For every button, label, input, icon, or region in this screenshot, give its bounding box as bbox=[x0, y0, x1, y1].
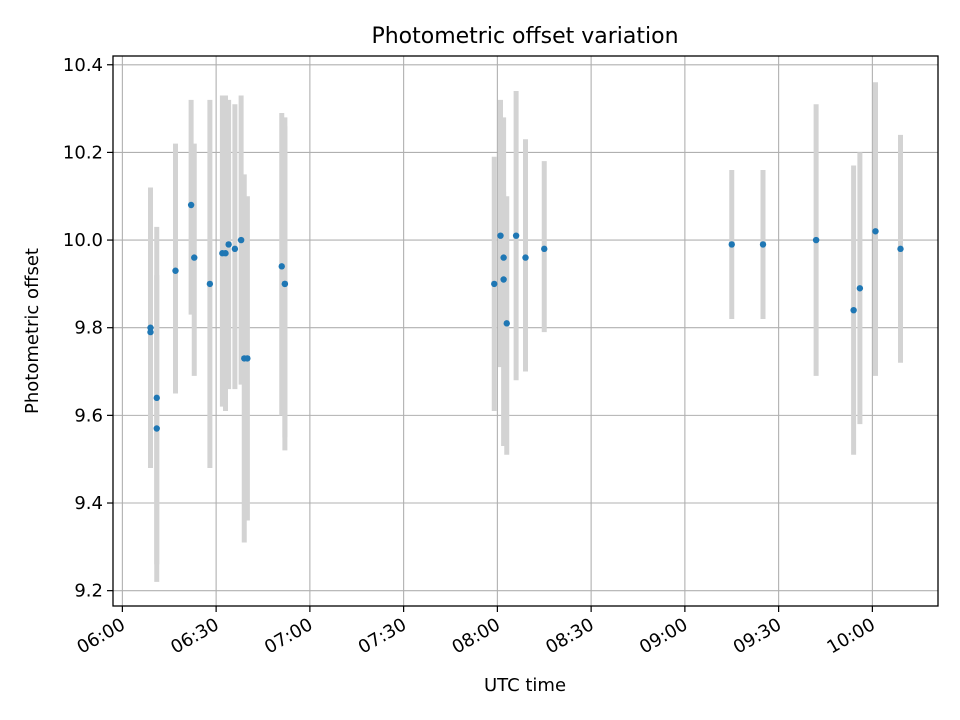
y-tick-label: 10.2 bbox=[63, 142, 103, 163]
x-axis-title: UTC time bbox=[484, 675, 566, 696]
data-point bbox=[278, 263, 285, 270]
data-point bbox=[500, 254, 507, 261]
data-point bbox=[500, 276, 507, 283]
data-point bbox=[206, 280, 214, 288]
data-point bbox=[497, 232, 504, 239]
data-point bbox=[147, 328, 154, 336]
y-tick-label: 9.2 bbox=[74, 581, 103, 602]
data-point bbox=[225, 241, 232, 248]
data-point bbox=[244, 355, 251, 362]
y-axis-ticks: 9.2 9.4 9.6 9.8 10.0 10.2 10.4 bbox=[63, 55, 113, 602]
y-tick-label: 9.8 bbox=[74, 318, 103, 339]
y-tick-label: 9.4 bbox=[74, 493, 103, 514]
y-tick-label: 9.6 bbox=[74, 405, 103, 426]
data-point bbox=[491, 280, 498, 288]
chart-title: Photometric offset variation bbox=[371, 24, 678, 49]
data-point bbox=[281, 280, 289, 288]
data-points bbox=[147, 201, 904, 432]
data-point bbox=[503, 320, 510, 327]
y-tick-label: 10.0 bbox=[63, 230, 103, 251]
data-point bbox=[222, 250, 229, 257]
data-point bbox=[147, 324, 154, 331]
data-point bbox=[850, 306, 857, 314]
data-point bbox=[153, 394, 160, 402]
data-point bbox=[856, 285, 864, 292]
y-tick-label: 10.4 bbox=[63, 55, 103, 76]
y-axis-title: Photometric offset bbox=[22, 248, 43, 414]
data-point bbox=[522, 254, 529, 261]
data-point bbox=[812, 236, 820, 244]
data-point bbox=[191, 254, 198, 261]
data-point bbox=[872, 228, 879, 235]
data-point bbox=[512, 232, 520, 239]
data-point bbox=[153, 425, 160, 432]
data-point bbox=[759, 241, 767, 248]
data-point bbox=[237, 236, 245, 244]
data-point bbox=[897, 245, 904, 253]
plot-frame bbox=[112, 55, 939, 607]
data-point bbox=[172, 267, 179, 274]
data-point bbox=[541, 245, 548, 253]
data-point bbox=[187, 201, 195, 209]
data-point bbox=[728, 241, 735, 248]
data-point bbox=[231, 245, 239, 253]
